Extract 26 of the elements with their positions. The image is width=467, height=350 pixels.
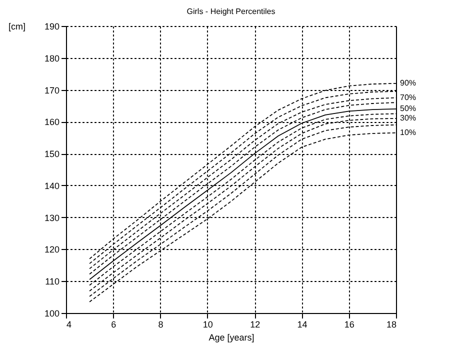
- x-tick-label: 4: [66, 320, 72, 330]
- y-tick-label: 140: [44, 180, 60, 191]
- x-tick-label: 8: [158, 320, 164, 330]
- y-tick-label: 170: [44, 85, 60, 96]
- y-axis-title: [cm]: [8, 22, 26, 32]
- x-tick-label: 16: [344, 320, 354, 330]
- series-label: 10%: [400, 128, 416, 137]
- chart-title: Girls - Height Percentiles: [186, 7, 276, 16]
- y-tick-label: 190: [44, 22, 60, 32]
- y-tick-label: 120: [44, 244, 60, 255]
- x-tick-label: 12: [250, 320, 260, 330]
- y-tick-label: 180: [44, 53, 60, 64]
- x-tick-label: 14: [297, 320, 308, 330]
- y-tick-label: 160: [44, 117, 60, 128]
- series-label: 50%: [400, 104, 416, 113]
- series-label: 70%: [400, 92, 416, 102]
- y-tick-label: 130: [44, 212, 60, 223]
- y-tick-label: 100: [44, 308, 60, 318]
- series-label: 30%: [400, 113, 416, 122]
- y-tick-label: 110: [45, 276, 60, 287]
- x-tick-label: 10: [202, 320, 213, 330]
- y-tick-label: 150: [44, 149, 60, 160]
- series-label: 90%: [400, 78, 416, 88]
- x-tick-label: 18: [386, 320, 396, 330]
- x-axis-title: Age [years]: [208, 332, 254, 342]
- x-tick-label: 6: [111, 320, 116, 330]
